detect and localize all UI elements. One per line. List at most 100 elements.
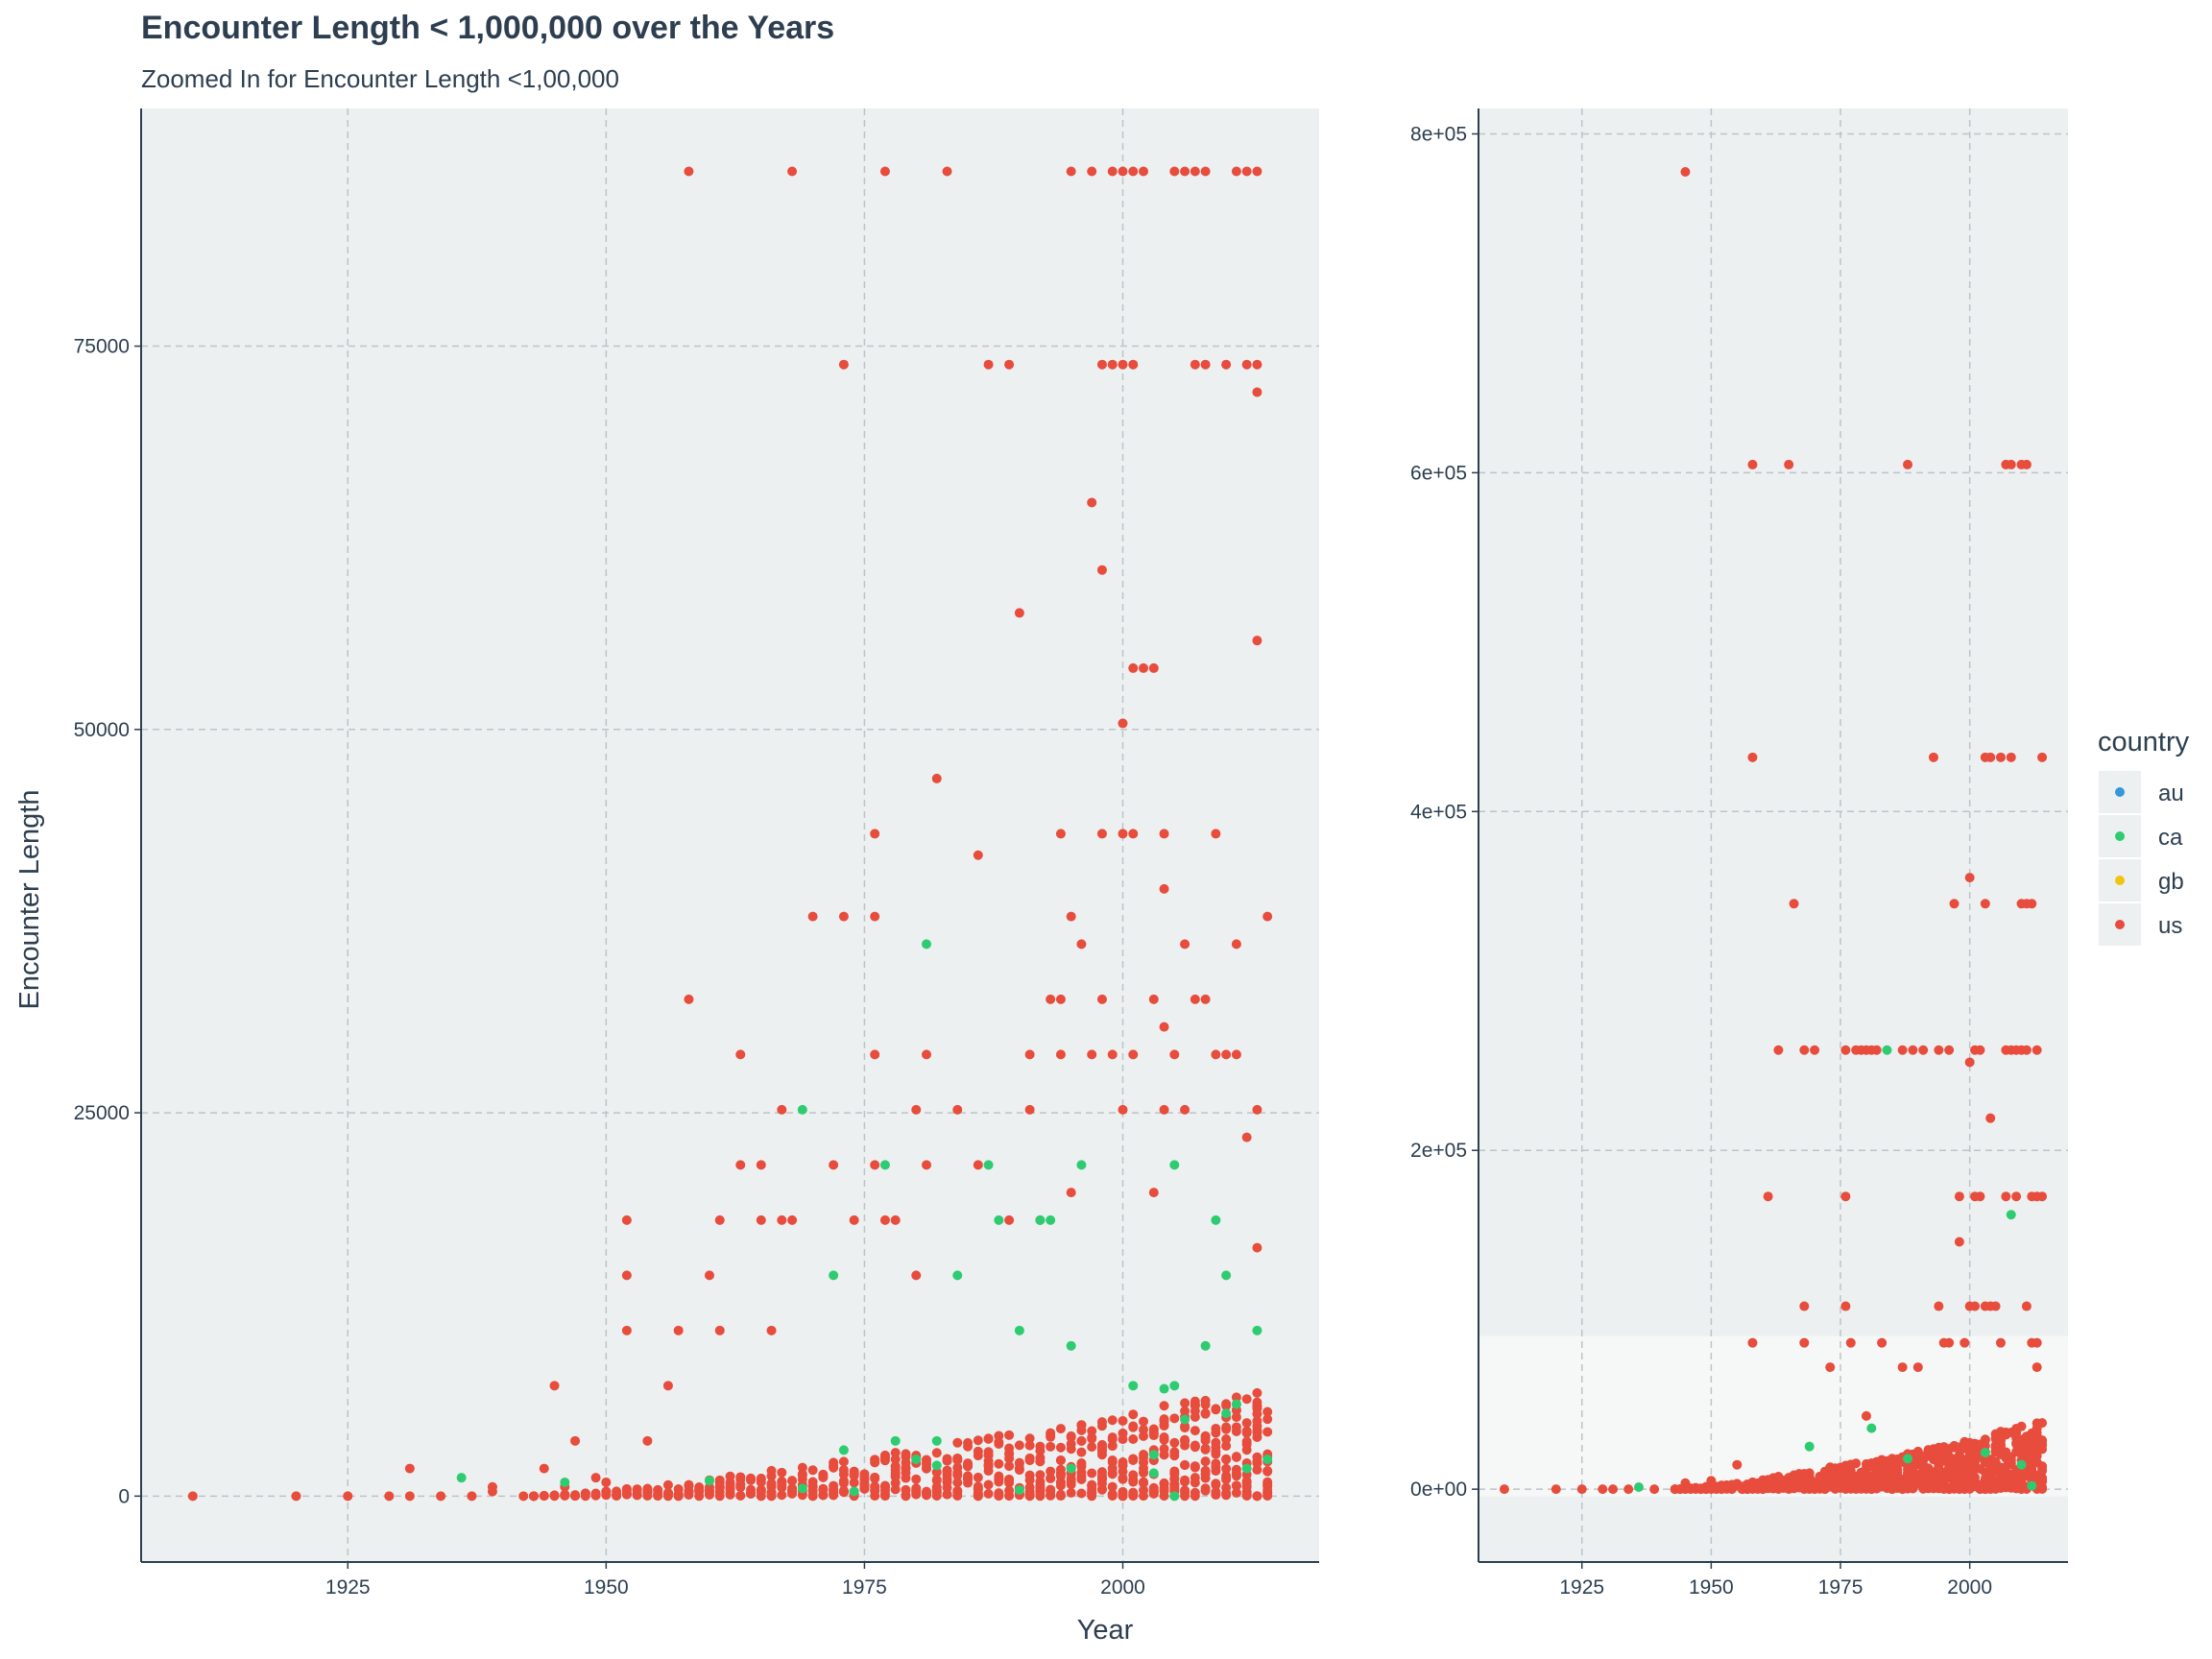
- scatter-point-us: [1139, 1491, 1149, 1502]
- legend-swatch-ca: [2115, 831, 2125, 841]
- scatter-point-us: [1789, 899, 1799, 909]
- scatter-point-us: [2011, 1191, 2022, 1202]
- scatter-point-us: [1934, 1045, 1944, 1055]
- scatter-point-us: [1004, 1430, 1015, 1440]
- scatter-point-us: [1128, 829, 1139, 839]
- scatter-point-us: [684, 1479, 694, 1490]
- scatter-point-us: [1845, 1337, 1856, 1348]
- scatter-point-us: [1190, 166, 1200, 177]
- scatter-point-us: [1055, 1424, 1066, 1434]
- scatter-point-us: [1840, 1191, 1851, 1202]
- scatter-point-us: [1995, 1337, 2006, 1348]
- legend-swatch-gb: [2115, 876, 2125, 885]
- scatter-point-us: [1200, 1431, 1211, 1441]
- scatter-point-us: [1035, 1446, 1046, 1456]
- scatter-point-us: [1190, 1478, 1200, 1488]
- scatter-point-us: [1241, 1439, 1252, 1450]
- scatter-point-us: [1241, 1481, 1252, 1492]
- scatter-point-us: [1076, 939, 1087, 950]
- scatter-point-us: [1960, 1337, 1970, 1348]
- scatter-point-us: [1046, 1441, 1056, 1452]
- scatter-point-ca: [1231, 1399, 1241, 1409]
- scatter-point-us: [1990, 1301, 2001, 1311]
- scatter-point-us: [1851, 1458, 1862, 1469]
- scatter-point-us: [983, 1488, 994, 1499]
- scatter-point-us: [1148, 662, 1159, 673]
- scatter-point-us: [1024, 1440, 1035, 1451]
- scatter-point-us: [1159, 829, 1169, 839]
- scatter-point-us: [684, 994, 694, 1004]
- scatter-point-us: [1169, 1468, 1180, 1479]
- scatter-point-us: [2037, 1482, 2048, 1493]
- y-axis-title: Encounter Length: [14, 790, 45, 1010]
- scatter-point-ca: [2027, 1480, 2037, 1491]
- y-tick-label: 25000: [74, 1102, 130, 1124]
- x-tick-label: 2000: [1947, 1576, 1992, 1599]
- scatter-point-us: [1262, 1466, 1273, 1477]
- scatter-point-us: [621, 1486, 632, 1497]
- scatter-point-us: [704, 1270, 714, 1281]
- scatter-point-us: [890, 1214, 901, 1225]
- scatter-point-us: [890, 1454, 901, 1464]
- scatter-point-us: [714, 1214, 725, 1225]
- scatter-point-us: [1908, 1045, 1918, 1055]
- scatter-point-us: [870, 1481, 880, 1492]
- scatter-point-us: [1180, 166, 1190, 177]
- scatter-point-us: [1499, 1484, 1509, 1495]
- scatter-point-ca: [1866, 1423, 1877, 1433]
- scatter-point-us: [797, 1490, 807, 1501]
- scatter-point-ca: [1804, 1441, 1815, 1452]
- chart-subtitle: Zoomed In for Encounter Length <1,00,000: [141, 64, 619, 93]
- scatter-point-us: [714, 1486, 725, 1497]
- scatter-point-us: [777, 1214, 787, 1225]
- scatter-point-us: [1598, 1484, 1608, 1495]
- scatter-point-us: [1211, 1489, 1221, 1500]
- scatter-point-us: [1118, 359, 1128, 370]
- scatter-point-us: [580, 1491, 590, 1502]
- scatter-point-us: [777, 1104, 787, 1115]
- scatter-point-us: [1055, 1464, 1066, 1475]
- scatter-point-us: [1995, 1439, 2006, 1450]
- scatter-point-us: [1024, 1475, 1035, 1485]
- scatter-point-us: [1076, 1471, 1087, 1481]
- scatter-point-us: [994, 1437, 1004, 1448]
- scatter-point-us: [1118, 1104, 1128, 1115]
- scatter-point-us: [766, 1479, 777, 1489]
- scatter-point-us: [1066, 1487, 1076, 1498]
- scatter-point-us: [756, 1160, 766, 1170]
- scatter-point-us: [2032, 1362, 2042, 1373]
- scatter-point-us: [922, 1049, 931, 1060]
- scatter-point-us: [1107, 1468, 1118, 1479]
- scatter-point-us: [1076, 1458, 1087, 1469]
- scatter-point-us: [1159, 1432, 1169, 1443]
- scatter-point-us: [1035, 1491, 1046, 1502]
- scatter-point-ca: [931, 1435, 942, 1446]
- scatter-point-us: [1087, 1468, 1097, 1479]
- scatter-point-us: [1159, 1415, 1169, 1426]
- scatter-point-us: [1004, 1461, 1015, 1472]
- scatter-point-us: [1252, 1491, 1262, 1502]
- scatter-point-us: [1055, 1455, 1066, 1466]
- scatter-point-ca: [1180, 1414, 1190, 1425]
- scatter-point-us: [1159, 883, 1169, 894]
- scatter-point-us: [1024, 1491, 1035, 1502]
- scatter-point-ca: [1148, 1450, 1159, 1460]
- scatter-point-us: [1180, 1423, 1190, 1433]
- y-tick-label: 6e+05: [1410, 462, 1467, 484]
- scatter-point-us: [1252, 359, 1262, 370]
- legend-title: country: [2098, 727, 2190, 757]
- scatter-point-us: [1221, 359, 1232, 370]
- scatter-point-us: [829, 1160, 839, 1170]
- scatter-point-us: [1918, 1045, 1929, 1055]
- scatter-point-us: [1576, 1484, 1587, 1495]
- scatter-point-us: [1148, 994, 1159, 1004]
- scatter-point-us: [942, 1489, 952, 1500]
- scatter-point-us: [1190, 1411, 1200, 1422]
- scatter-point-us: [2037, 752, 2048, 762]
- scatter-point-us: [1055, 994, 1066, 1004]
- scatter-point-us: [1985, 1113, 1996, 1123]
- scatter-point-us: [1128, 1434, 1139, 1445]
- scatter-point-ca: [797, 1104, 807, 1115]
- scatter-point-us: [1169, 1049, 1180, 1060]
- scatter-point-us: [2032, 1451, 2042, 1461]
